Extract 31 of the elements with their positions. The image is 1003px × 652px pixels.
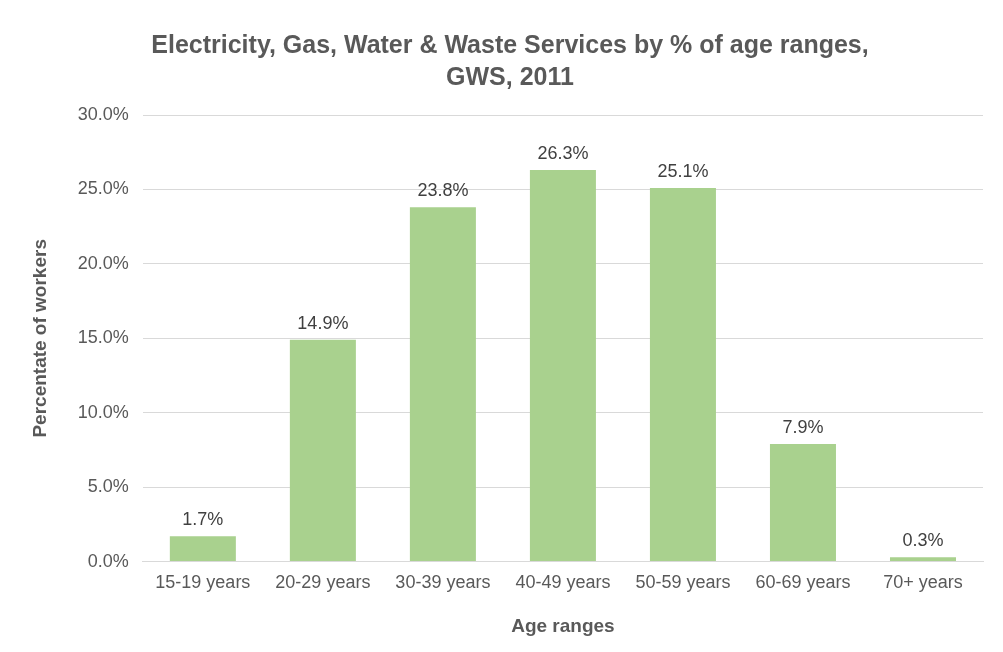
x-tick-label: 15-19 years <box>155 572 251 593</box>
y-tick-label: 30.0% <box>77 103 129 124</box>
bar <box>889 557 956 562</box>
bar <box>289 339 356 562</box>
y-tick-label: 15.0% <box>77 327 129 348</box>
data-label: 0.3% <box>902 530 944 551</box>
y-tick-label: 5.0% <box>87 476 129 497</box>
y-tick-label: 20.0% <box>77 252 129 273</box>
chart-title: Electricity, Gas, Water & Waste Services by % of age ranges, GWS, 2011 <box>150 29 870 92</box>
x-tick-label: 20-29 years <box>275 572 371 593</box>
y-axis-title: Percentate of workers <box>28 239 50 438</box>
bar <box>769 444 836 562</box>
bar <box>409 207 476 562</box>
bar <box>649 187 716 562</box>
y-tick-label: 25.0% <box>77 178 129 199</box>
bar <box>169 536 236 562</box>
x-tick-label: 70+ years <box>883 572 963 593</box>
x-tick-label: 50-59 years <box>635 572 731 593</box>
y-tick-label: 0.0% <box>87 550 129 571</box>
x-tick-label: 60-69 years <box>755 572 851 593</box>
data-label: 25.1% <box>657 160 709 181</box>
data-label: 14.9% <box>297 312 349 333</box>
data-label: 7.9% <box>782 416 824 437</box>
data-label: 26.3% <box>537 143 589 164</box>
data-label: 23.8% <box>417 180 469 201</box>
y-tick-label: 10.0% <box>77 401 129 422</box>
bar <box>529 170 596 562</box>
x-axis-title: Age ranges <box>511 614 615 636</box>
x-tick-label: 40-49 years <box>515 572 611 593</box>
x-tick-label: 30-39 years <box>395 572 491 593</box>
data-label: 1.7% <box>182 509 224 530</box>
